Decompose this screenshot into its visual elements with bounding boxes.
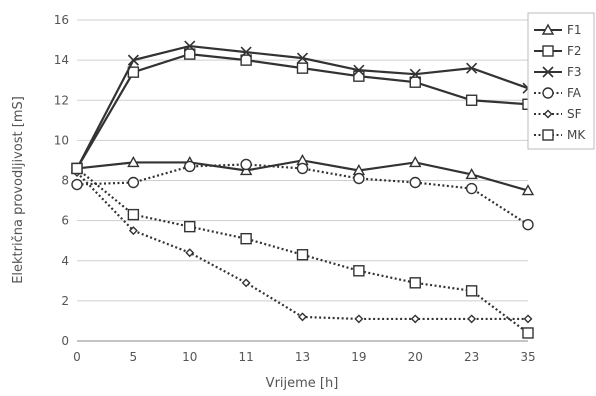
y-tick-label: 10 — [54, 133, 69, 147]
legend-label: FA — [567, 86, 582, 100]
data-point-fa — [409, 176, 421, 189]
y-tick-label: 8 — [61, 174, 69, 188]
data-point-sf — [298, 312, 307, 322]
data-point-f3 — [127, 54, 139, 66]
legend-marker — [542, 129, 554, 141]
data-point-fa — [71, 178, 83, 191]
data-point-sf — [241, 278, 251, 288]
data-point-sf — [128, 226, 138, 236]
series-f3 — [71, 40, 534, 175]
data-point-f1 — [465, 168, 478, 180]
legend-item-f2: F2 — [534, 44, 582, 58]
series-line-sf — [76, 171, 528, 321]
data-point-f1 — [127, 156, 140, 168]
data-point-mk — [522, 327, 534, 339]
data-point-f3 — [409, 68, 421, 80]
x-tick-label: 13 — [295, 350, 310, 364]
legend-label: F1 — [567, 23, 582, 37]
legend-marker — [542, 87, 554, 99]
legend-marker — [542, 45, 554, 57]
data-point-f2 — [184, 48, 196, 60]
axes: 0 2 4 6 8 10 12 14 16 0 5 10 11 13 19 20 23 35 — [54, 13, 536, 364]
series-fa — [71, 158, 534, 231]
data-point-f2 — [240, 54, 252, 66]
y-tick-label: 6 — [61, 214, 69, 228]
y-tick-label: 2 — [61, 294, 69, 308]
y-tick-label: 0 — [61, 334, 69, 348]
data-point-f2 — [409, 76, 421, 88]
x-tick-label: 0 — [73, 350, 81, 364]
data-point-f3 — [184, 40, 196, 52]
x-axis-label: Vrijeme [h] — [266, 376, 339, 391]
data-point-sf — [467, 314, 477, 324]
data-point-mk — [409, 277, 421, 289]
x-tick-label: 35 — [520, 350, 535, 364]
x-tick-label: 23 — [464, 350, 479, 364]
legend-item-f3: F3 — [534, 65, 582, 79]
data-point-fa — [240, 158, 252, 171]
data-point-f3 — [240, 46, 252, 58]
legend: F1 F2 F3 FA SF MK — [527, 12, 595, 150]
data-point-mk — [71, 162, 83, 175]
data-series — [70, 40, 535, 339]
data-point-fa — [127, 176, 140, 189]
data-point-fa — [296, 162, 309, 175]
data-point-mk — [240, 232, 252, 245]
legend-item-fa: FA — [534, 86, 582, 100]
data-point-sf — [185, 248, 195, 258]
data-point-f2 — [296, 62, 309, 74]
data-point-fa — [184, 160, 196, 173]
series-line-mk — [76, 167, 529, 334]
x-tick-label: 19 — [351, 350, 366, 364]
x-tick-label: 11 — [238, 350, 253, 364]
data-point-f3 — [296, 52, 309, 64]
data-point-mk — [465, 285, 478, 297]
legend-label: F3 — [567, 65, 582, 79]
data-point-mk — [127, 208, 140, 221]
data-point-mk — [296, 249, 309, 261]
y-tick-label: 12 — [54, 93, 69, 107]
legend-item-f1: F1 — [534, 23, 582, 37]
data-point-mk — [353, 265, 365, 277]
series-sf — [72, 167, 533, 324]
data-point-f1 — [521, 184, 535, 196]
data-point-fa — [465, 182, 478, 195]
data-point-f2 — [465, 94, 478, 106]
y-tick-label: 4 — [61, 254, 69, 268]
data-point-fa — [522, 218, 534, 231]
legend-box — [527, 12, 595, 150]
x-tick-label: 10 — [182, 350, 197, 364]
legend-label: F2 — [567, 44, 582, 58]
series-f1 — [70, 153, 535, 196]
data-point-f1 — [409, 156, 422, 168]
y-tick-label: 14 — [54, 53, 69, 67]
legend-marker — [542, 66, 554, 78]
legend-item-mk: MK — [534, 128, 586, 142]
series-mk — [71, 162, 534, 339]
data-point-sf — [410, 314, 420, 324]
legend-item-sf: SF — [534, 107, 582, 121]
data-point-f3 — [353, 64, 365, 76]
legend-label: SF — [567, 107, 582, 121]
data-point-f3 — [466, 62, 478, 74]
y-axis-label: Električna provodljivost [mS] — [11, 96, 26, 284]
legend-marker — [541, 23, 555, 35]
data-point-mk — [184, 220, 196, 233]
data-point-sf — [523, 314, 533, 324]
data-point-sf — [354, 314, 364, 324]
y-tick-label: 16 — [54, 13, 69, 27]
data-point-fa — [353, 172, 365, 185]
series-line-fa — [76, 163, 529, 226]
data-point-f2 — [127, 66, 140, 78]
legend-label: MK — [567, 128, 586, 142]
x-tick-label: 5 — [130, 350, 138, 364]
grid-lines — [77, 19, 528, 302]
legend-marker — [543, 109, 553, 119]
x-tick-label: 20 — [408, 350, 423, 364]
